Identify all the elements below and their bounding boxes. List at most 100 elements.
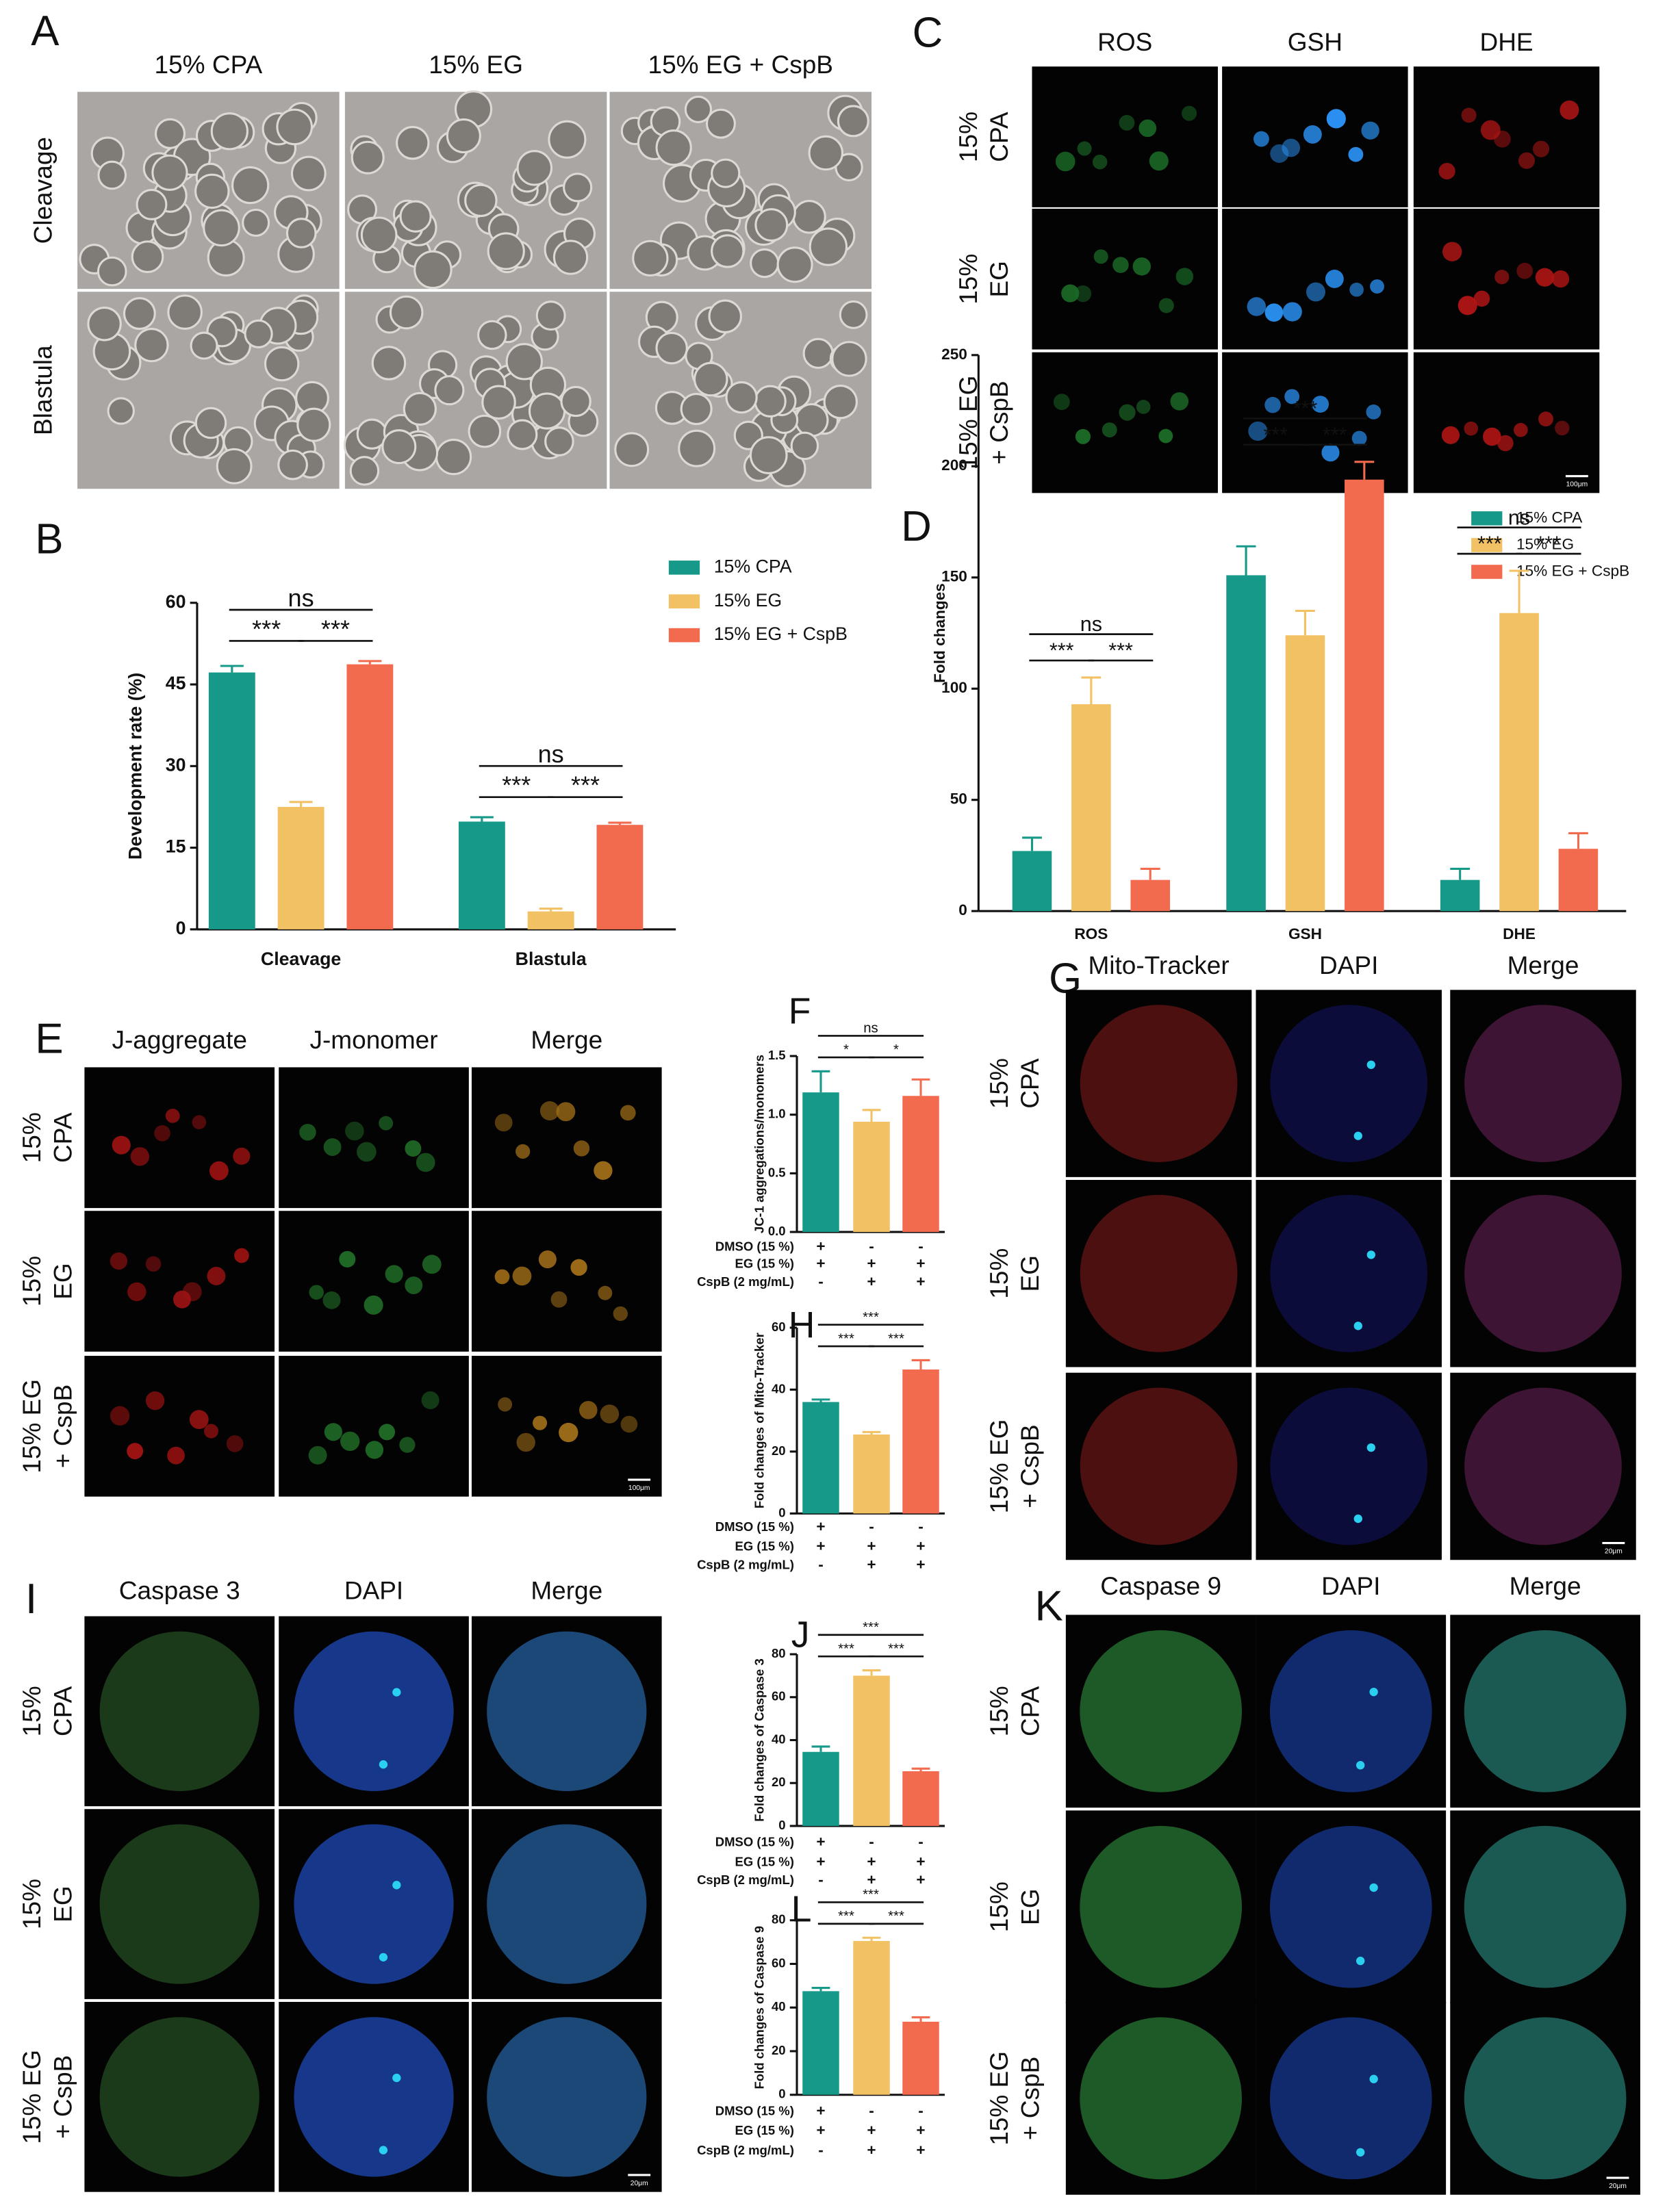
row-label: 15% <box>984 1686 1013 1736</box>
micrograph <box>279 1211 469 1352</box>
micrograph <box>1450 2002 1640 2195</box>
legend-swatch <box>1471 565 1503 579</box>
row-label: Cleavage <box>29 137 58 244</box>
embryo <box>794 403 829 437</box>
micrograph-bg <box>1032 66 1218 207</box>
cell-dot <box>1158 428 1173 443</box>
condition-sign: + <box>816 1518 825 1535</box>
cell-dot <box>1264 396 1281 413</box>
sig-label: *** <box>838 1909 854 1924</box>
micrograph-bg <box>1222 208 1408 350</box>
cell-dot <box>1473 290 1490 307</box>
micrograph <box>1065 1372 1252 1560</box>
cell-dot <box>145 1256 162 1272</box>
bar <box>802 1991 839 2095</box>
nucleus <box>392 1688 401 1697</box>
embryo <box>792 200 826 234</box>
cell-dot <box>322 1291 341 1309</box>
nucleus <box>1369 1687 1378 1697</box>
oocyte <box>1080 1194 1238 1352</box>
bar <box>902 1771 939 1826</box>
scale-bar-label: 20μm <box>1609 2183 1627 2190</box>
cell-dot <box>1132 257 1151 276</box>
micrograph <box>279 1356 469 1497</box>
cell-dot <box>1497 435 1514 452</box>
condition-sign: + <box>867 1871 876 1888</box>
y-axis-label: Fold changes of Mito-Tracker <box>752 1333 766 1508</box>
bar <box>902 1369 939 1514</box>
condition-sign: + <box>867 1556 876 1573</box>
cell-dot <box>127 1443 144 1460</box>
x-tick-label: GSH <box>1288 925 1322 942</box>
embryo <box>136 188 168 220</box>
cell-dot <box>323 1138 342 1156</box>
error-bar <box>1450 867 1471 880</box>
sig-label: ns <box>1508 506 1530 529</box>
micrograph <box>471 1067 662 1209</box>
cell-dot <box>110 1252 128 1270</box>
cell-dot <box>1535 268 1555 287</box>
cell-dot <box>379 1424 396 1441</box>
panel-letter: K <box>1035 1583 1063 1630</box>
micrograph <box>1256 990 1442 1177</box>
bar <box>1012 851 1052 912</box>
panel-letter: F <box>789 991 811 1031</box>
cell-dot <box>1306 282 1325 302</box>
embryo <box>750 248 780 279</box>
oocyte <box>1464 2017 1627 2180</box>
embryo <box>711 158 741 188</box>
sig-label: ns <box>1080 613 1102 636</box>
embryo <box>134 327 169 363</box>
cell-dot <box>1138 119 1157 138</box>
y-tick-label: 15 <box>166 836 186 857</box>
cell-dot <box>1061 284 1080 303</box>
row-label: EG <box>984 261 1013 297</box>
cell-dot <box>324 1423 342 1441</box>
micrograph <box>1450 1179 1636 1367</box>
micrograph <box>279 2002 469 2192</box>
error-bar <box>1022 836 1042 851</box>
micrograph <box>1256 1810 1447 2004</box>
cell-dot <box>573 1140 590 1157</box>
cell-dot <box>209 1161 229 1181</box>
micrograph-bg <box>1032 352 1218 493</box>
y-tick-label: 200 <box>941 456 967 474</box>
cell-dot <box>1494 130 1511 148</box>
cell-dot <box>620 1105 636 1121</box>
oocyte <box>1080 1387 1238 1545</box>
condition-sign: + <box>816 1853 825 1870</box>
embryo <box>403 391 437 426</box>
micrograph <box>609 292 872 489</box>
micrograph <box>1065 1810 1256 2004</box>
y-tick-label: 0 <box>778 2087 785 2101</box>
embryo <box>244 319 273 348</box>
condition-sign: + <box>867 1273 876 1290</box>
column-header: Mito-Tracker <box>1088 951 1229 979</box>
column-header: 15% EG + CspB <box>648 50 833 79</box>
condition-label: DMSO (15 %) <box>715 2103 794 2118</box>
error-bar <box>911 1078 930 1096</box>
micrograph <box>1450 990 1636 1177</box>
embryo <box>684 95 713 124</box>
embryo <box>544 426 574 456</box>
condition-label: CspB (2 mg/mL) <box>697 1873 794 1887</box>
embryo <box>725 381 758 414</box>
nucleus <box>1353 1514 1362 1523</box>
sig-label: *** <box>1108 639 1133 663</box>
nucleus <box>1353 1131 1362 1140</box>
embryo <box>516 150 553 186</box>
cell-dot <box>234 1248 249 1263</box>
legend-label: 15% EG + CspB <box>1516 562 1629 579</box>
y-tick-label: 60 <box>166 591 186 612</box>
cell-dot <box>127 1282 147 1302</box>
embryo <box>97 256 127 287</box>
y-tick-label: 0.0 <box>768 1224 786 1238</box>
cell-dot <box>1370 279 1384 294</box>
oocyte <box>294 1824 454 1984</box>
y-tick-label: 250 <box>941 346 967 363</box>
sig-label: *** <box>252 615 281 643</box>
cell-dot <box>1326 109 1346 129</box>
row-label: 15% EG <box>984 1419 1013 1514</box>
row-label: + CspB <box>1015 2057 1044 2140</box>
nucleus <box>1366 1443 1375 1452</box>
